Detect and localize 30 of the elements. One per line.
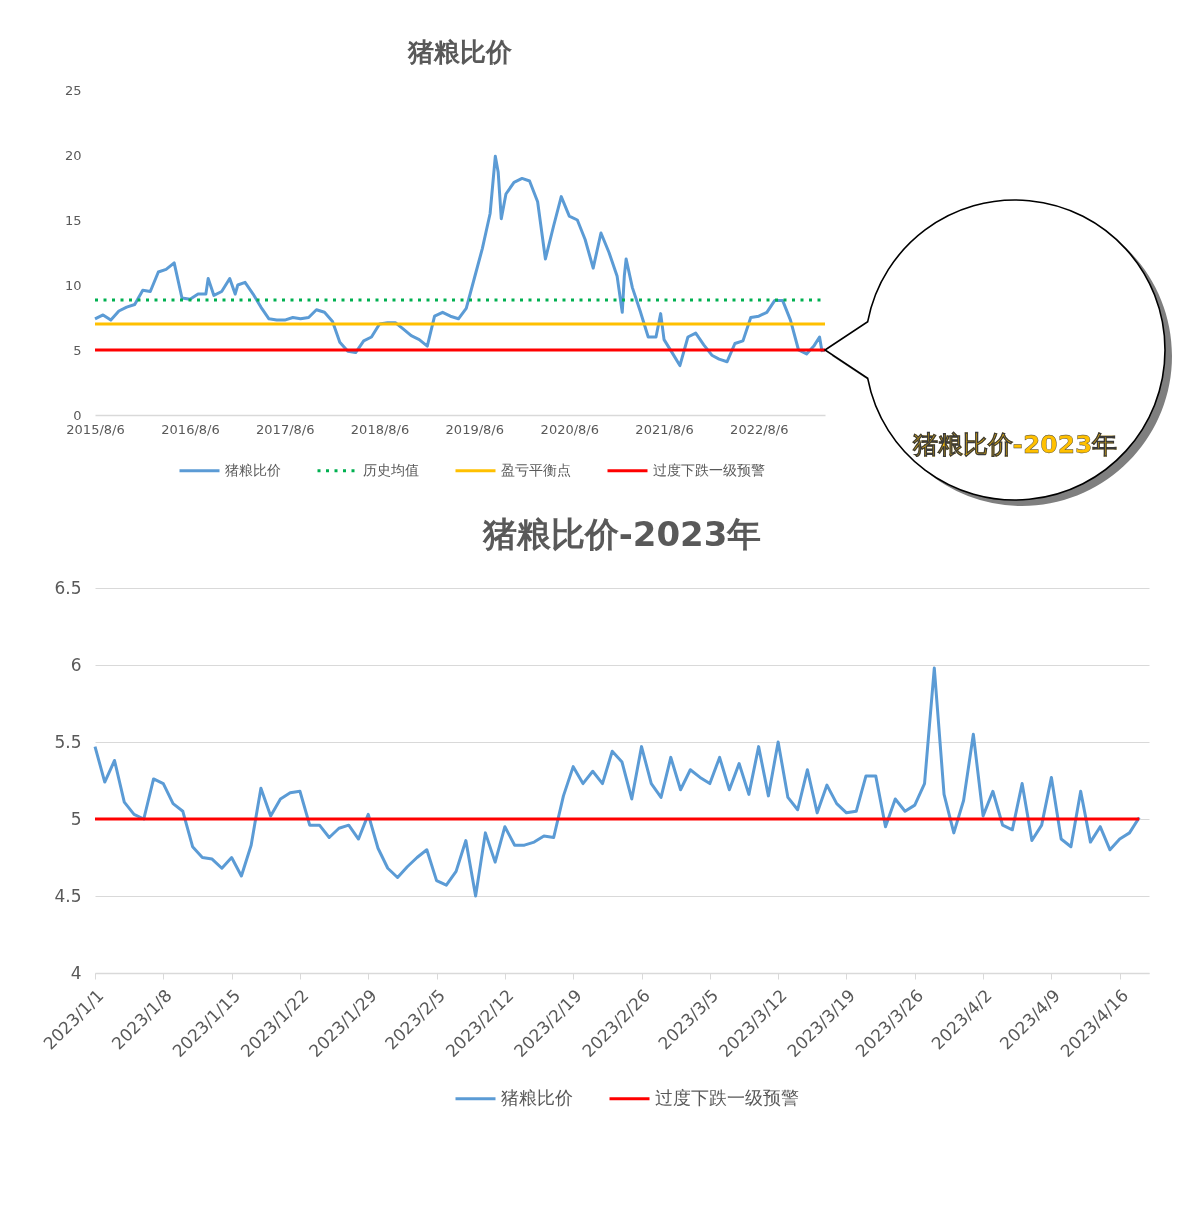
y-tick-label: 0 (73, 407, 82, 423)
x-tick-label: 2017/8/6 (256, 421, 315, 437)
y-tick-label: 4 (70, 962, 82, 983)
legend-label: 历史均值 (363, 461, 419, 478)
legend-label: 猪粮比价 (501, 1086, 573, 1108)
x-tick-label: 2020/8/6 (540, 421, 599, 437)
y-tick-label: 20 (64, 147, 82, 163)
y-tick-label: 6.5 (54, 577, 82, 598)
legend-label: 过度下跌一级预警 (655, 1086, 799, 1108)
y-tick-label: 4.5 (54, 885, 82, 906)
y-tick-label: 10 (64, 277, 82, 293)
line-series (93, 666, 1141, 898)
chart-title: 猪粮比价 (407, 37, 513, 67)
y-tick-label: 25 (64, 82, 82, 98)
y-tick-label: 5 (70, 808, 82, 829)
chart-title: 猪粮比价-2023年 (481, 514, 762, 554)
legend-label: 盈亏平衡点 (501, 461, 571, 478)
y-tick-label: 6 (70, 654, 82, 675)
x-tick-label: 2015/8/6 (66, 421, 125, 437)
x-tick-label: 2019/8/6 (445, 421, 504, 437)
legend-label: 过度下跌一级预警 (653, 461, 765, 478)
y-tick-label: 5 (73, 342, 82, 358)
y-tick-label: 5.5 (54, 731, 82, 752)
x-tick-label: 2016/8/6 (161, 421, 220, 437)
legend-label: 猪粮比价 (225, 461, 281, 478)
x-tick-label: 2022/8/6 (730, 421, 789, 437)
x-tick-label: 2018/8/6 (350, 421, 410, 437)
y-tick-label: 15 (64, 212, 82, 228)
text: 猪粮比价-2023年 (911, 430, 1118, 459)
x-tick-label: 2021/8/6 (635, 421, 694, 437)
